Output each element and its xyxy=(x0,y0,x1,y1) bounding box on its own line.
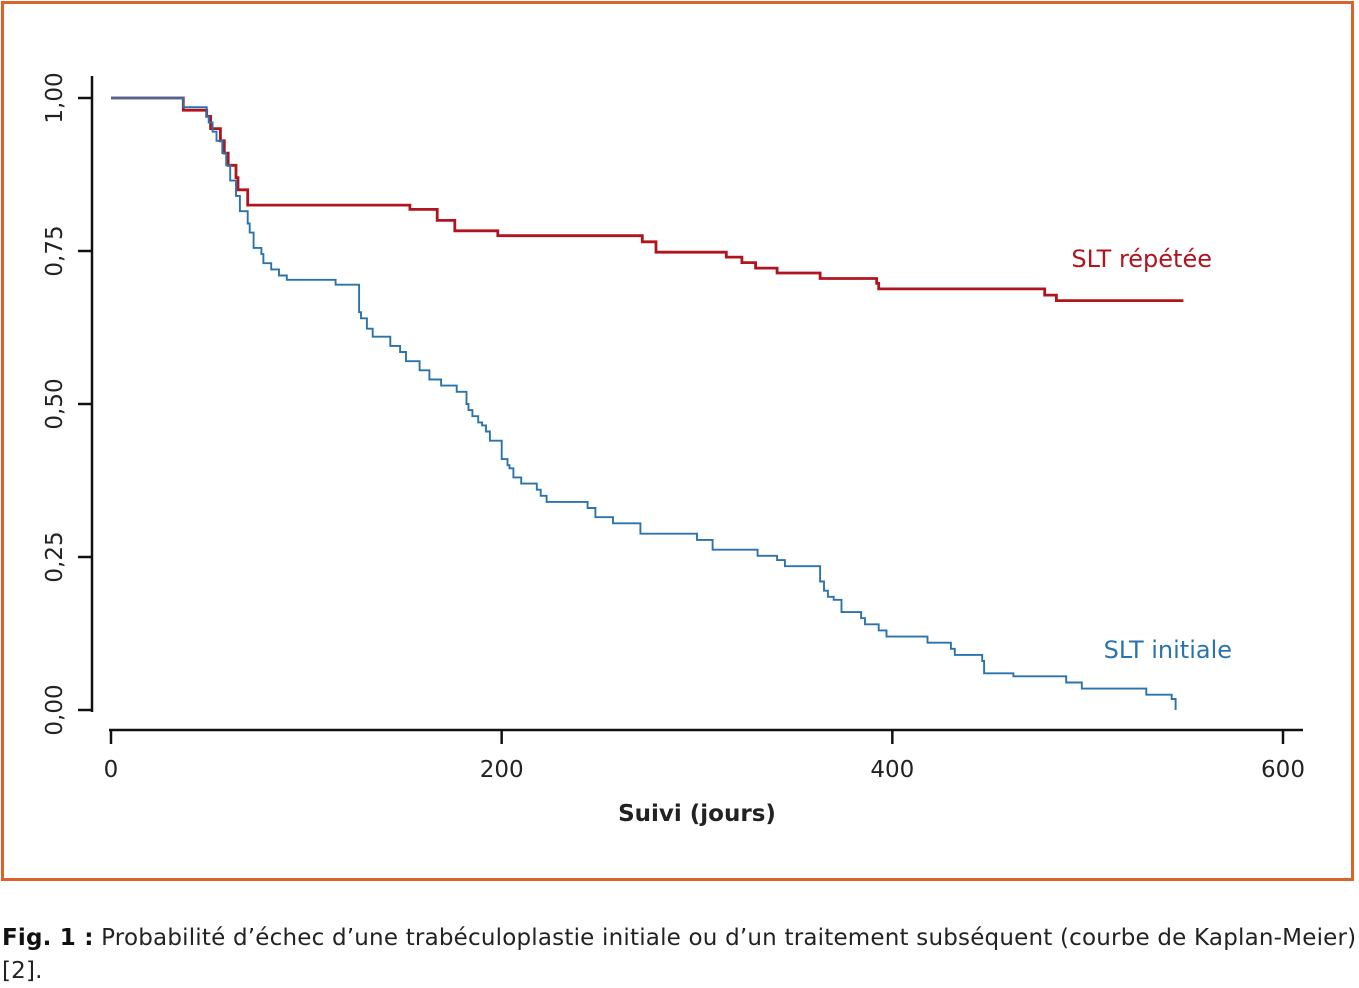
figure-frame xyxy=(1,1,1354,881)
y-tick-label: 0,75 xyxy=(42,225,68,276)
y-tick-label: 1,00 xyxy=(42,72,68,123)
figure-caption: Fig. 1 : Probabilité d’échec d’une trabé… xyxy=(2,922,1357,988)
x-axis-title: Suivi (jours) xyxy=(618,801,776,827)
caption-text: Probabilité d’échec d’une trabéculoplast… xyxy=(2,925,1357,984)
kaplan-meier-chart: 0,00 0,25 0,50 0,75 1,00 0 200 400 600 Suivi (jo… xyxy=(42,72,1305,827)
series-label-slt-repetee: SLT répétée xyxy=(1071,245,1212,273)
caption-label: Fig. 1 : xyxy=(2,925,94,951)
x-tick-label: 0 xyxy=(104,757,119,783)
y-tick-label: 0,00 xyxy=(42,684,68,735)
y-tick-label: 0,25 xyxy=(42,531,68,582)
x-tick-label: 600 xyxy=(1261,757,1305,783)
series-layer xyxy=(111,96,1184,710)
axes: 0,00 0,25 0,50 0,75 1,00 0 200 400 600 xyxy=(42,72,1305,783)
x-tick-label: 400 xyxy=(870,757,914,783)
x-tick-label: 200 xyxy=(480,757,524,783)
y-tick-label: 0,50 xyxy=(42,378,68,429)
series-slt-initiale xyxy=(111,97,1177,710)
series-label-slt-initiale: SLT initiale xyxy=(1104,636,1232,664)
